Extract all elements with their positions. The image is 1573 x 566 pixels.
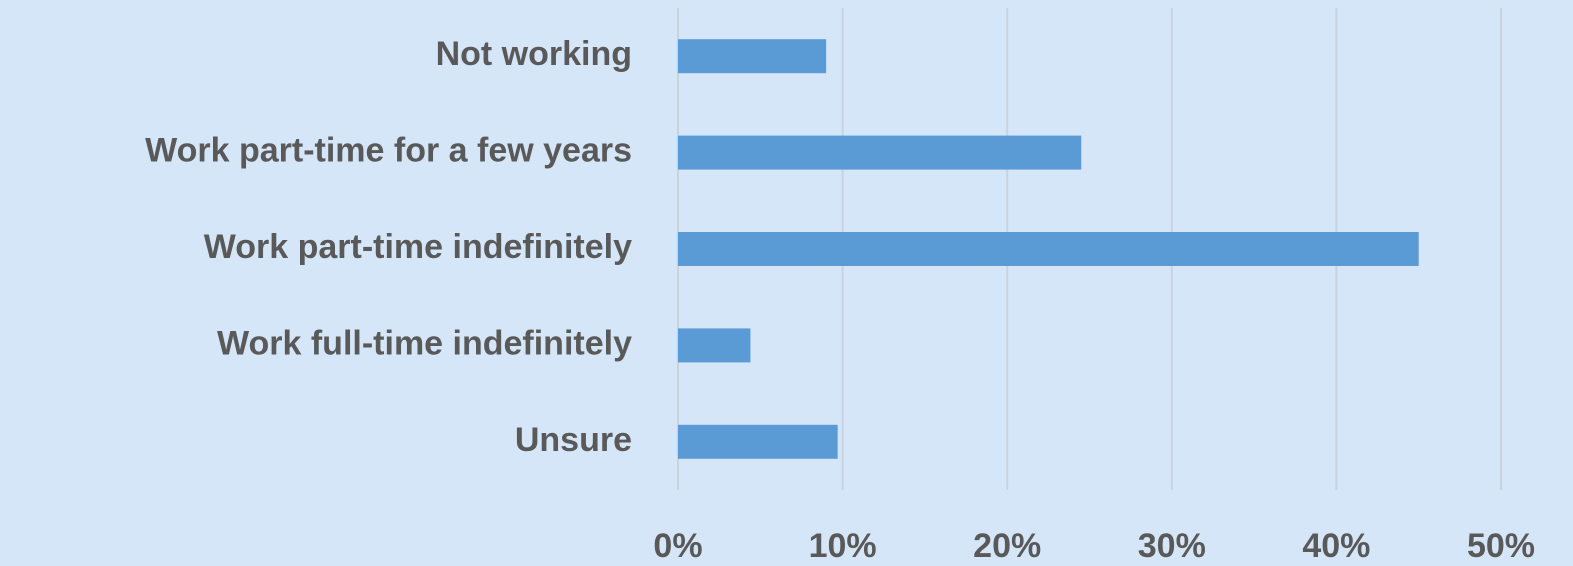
bar xyxy=(678,232,1419,266)
x-tick-label: 40% xyxy=(1302,527,1370,565)
x-tick-label: 50% xyxy=(1467,527,1535,565)
bar xyxy=(678,39,827,74)
x-tick-label: 20% xyxy=(973,527,1041,565)
y-tick-label: Work part-time indefinitely xyxy=(204,228,632,266)
y-tick-label: Not working xyxy=(436,35,632,73)
x-tick-label: 30% xyxy=(1138,527,1206,565)
y-tick-label: Work full-time indefinitely xyxy=(217,324,632,362)
bar xyxy=(678,328,751,363)
y-tick-label: Unsure xyxy=(515,421,632,459)
bar xyxy=(678,135,1082,170)
x-tick-label: 10% xyxy=(809,527,877,565)
x-tick-label: 0% xyxy=(653,527,702,565)
y-tick-label: Work part-time for a few years xyxy=(145,132,632,170)
bar xyxy=(678,424,838,459)
